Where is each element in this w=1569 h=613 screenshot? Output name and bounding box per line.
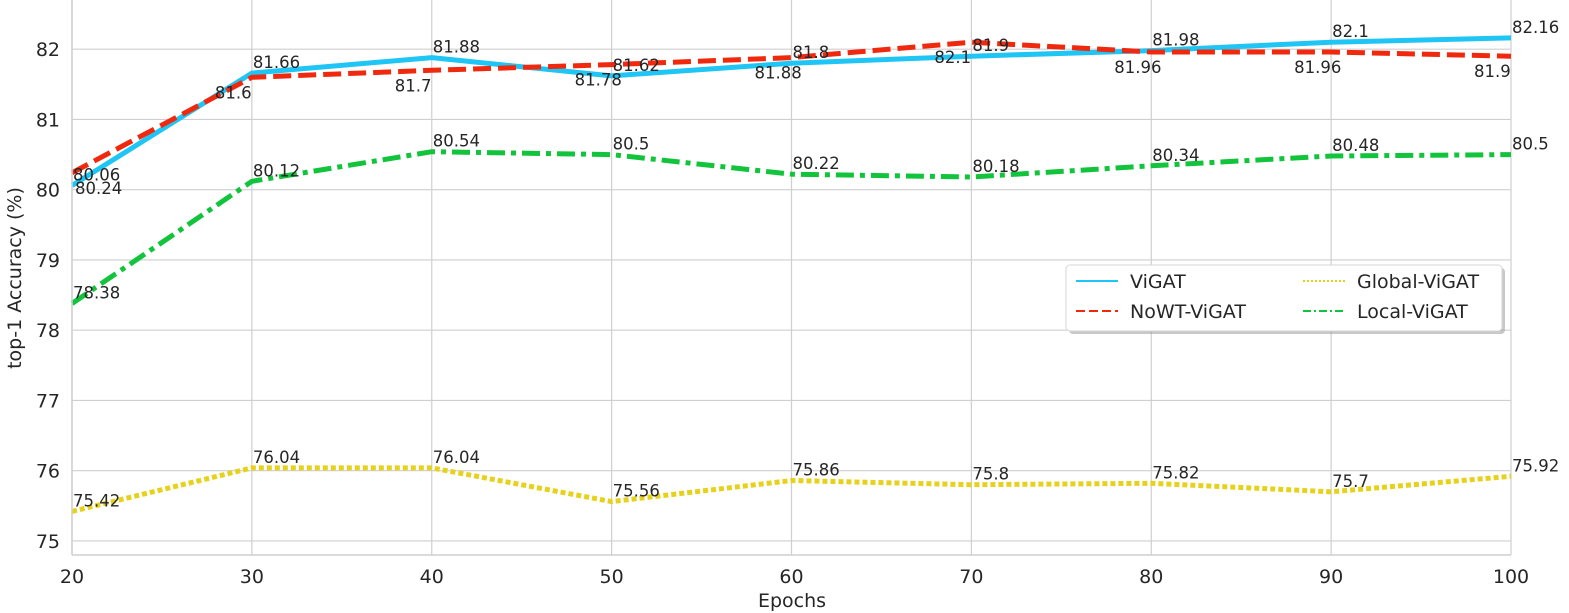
data-label-local-vigat: 80.5 [613,135,650,154]
data-label-nowt-vigat: 81.78 [575,71,622,90]
y-axis-title: top-1 Accuracy (%) [4,187,26,369]
data-label-nowt-vigat: 81.7 [395,76,432,95]
x-tick-label: 30 [240,566,264,588]
data-label-vigat: 81.98 [1152,31,1199,50]
data-label-nowt-vigat: 81.96 [1294,58,1341,77]
legend-label-vigat: ViGAT [1130,271,1186,293]
data-label-local-vigat: 78.38 [73,283,120,302]
data-label-nowt-vigat: 81.96 [1114,58,1161,77]
data-label-local-vigat: 80.34 [1152,146,1199,165]
x-tick-label: 90 [1319,566,1343,588]
y-tick-label: 77 [36,390,60,412]
data-label-local-vigat: 80.5 [1512,135,1549,154]
x-tick-label: 60 [779,566,803,588]
y-tick-label: 82 [36,39,60,61]
data-label-local-vigat: 80.48 [1332,136,1379,155]
x-tick-label: 20 [60,566,84,588]
x-tick-label: 50 [600,566,624,588]
data-label-vigat: 80.06 [73,165,120,184]
y-tick-label: 81 [36,109,60,131]
data-label-vigat: 81.9 [972,36,1009,55]
x-tick-label: 100 [1493,566,1529,588]
data-label-global-vigat: 75.92 [1512,456,1559,475]
data-label-local-vigat: 80.18 [972,157,1019,176]
series-lines [70,35,1512,514]
data-label-local-vigat: 80.54 [433,132,480,151]
data-label-global-vigat: 75.8 [972,465,1009,484]
data-label-vigat: 81.66 [253,53,300,72]
data-label-vigat: 81.8 [793,43,830,62]
data-label-vigat: 82.16 [1512,18,1559,37]
data-label-global-vigat: 75.82 [1152,463,1199,482]
x-axis-title: Epochs [758,590,826,612]
data-label-local-vigat: 80.12 [253,161,300,180]
data-label-global-vigat: 75.56 [613,482,660,501]
y-tick-label: 76 [36,461,60,483]
axes: 75 76 77 78 79 80 81 82 20 30 40 50 60 70 80 90 100 [36,0,1529,588]
y-tick-label: 79 [36,250,60,272]
data-label-nowt-vigat: 81.9 [1474,62,1511,81]
data-label-nowt-vigat: 81.88 [755,64,802,83]
y-tick-label: 75 [36,531,60,553]
x-tick-label: 70 [959,566,983,588]
y-tick-label: 78 [36,320,60,342]
data-labels: 80.06 81.66 81.88 81.62 81.8 81.9 81.98 82.1 82.… [73,18,1559,511]
data-label-global-vigat: 75.7 [1332,472,1369,491]
data-label-nowt-vigat: 82.1 [934,48,971,67]
legend-box [1065,264,1503,332]
grid [71,0,1512,555]
legend-label-global-vigat: Global-ViGAT [1357,271,1479,293]
series-line-nowt-vigat [70,39,1512,176]
x-tick-label: 40 [420,566,444,588]
data-label-global-vigat: 75.42 [73,491,120,510]
legend-label-nowt-vigat: NoWT-ViGAT [1130,301,1246,323]
y-tick-label: 80 [36,180,60,202]
legend: ViGAT NoWT-ViGAT Global-ViGAT Local-ViGAT [1065,264,1505,334]
data-label-vigat: 81.62 [613,56,660,75]
data-label-local-vigat: 80.22 [793,154,840,173]
data-label-global-vigat: 75.86 [793,461,840,480]
data-label-nowt-vigat: 80.24 [75,179,122,198]
data-label-vigat: 81.88 [433,38,480,57]
data-label-vigat: 82.1 [1332,22,1369,41]
data-label-global-vigat: 76.04 [433,448,480,467]
legend-label-local-vigat: Local-ViGAT [1357,301,1468,323]
data-label-global-vigat: 76.04 [253,448,300,467]
x-tick-label: 80 [1139,566,1163,588]
data-label-nowt-vigat: 81.6 [215,83,252,102]
